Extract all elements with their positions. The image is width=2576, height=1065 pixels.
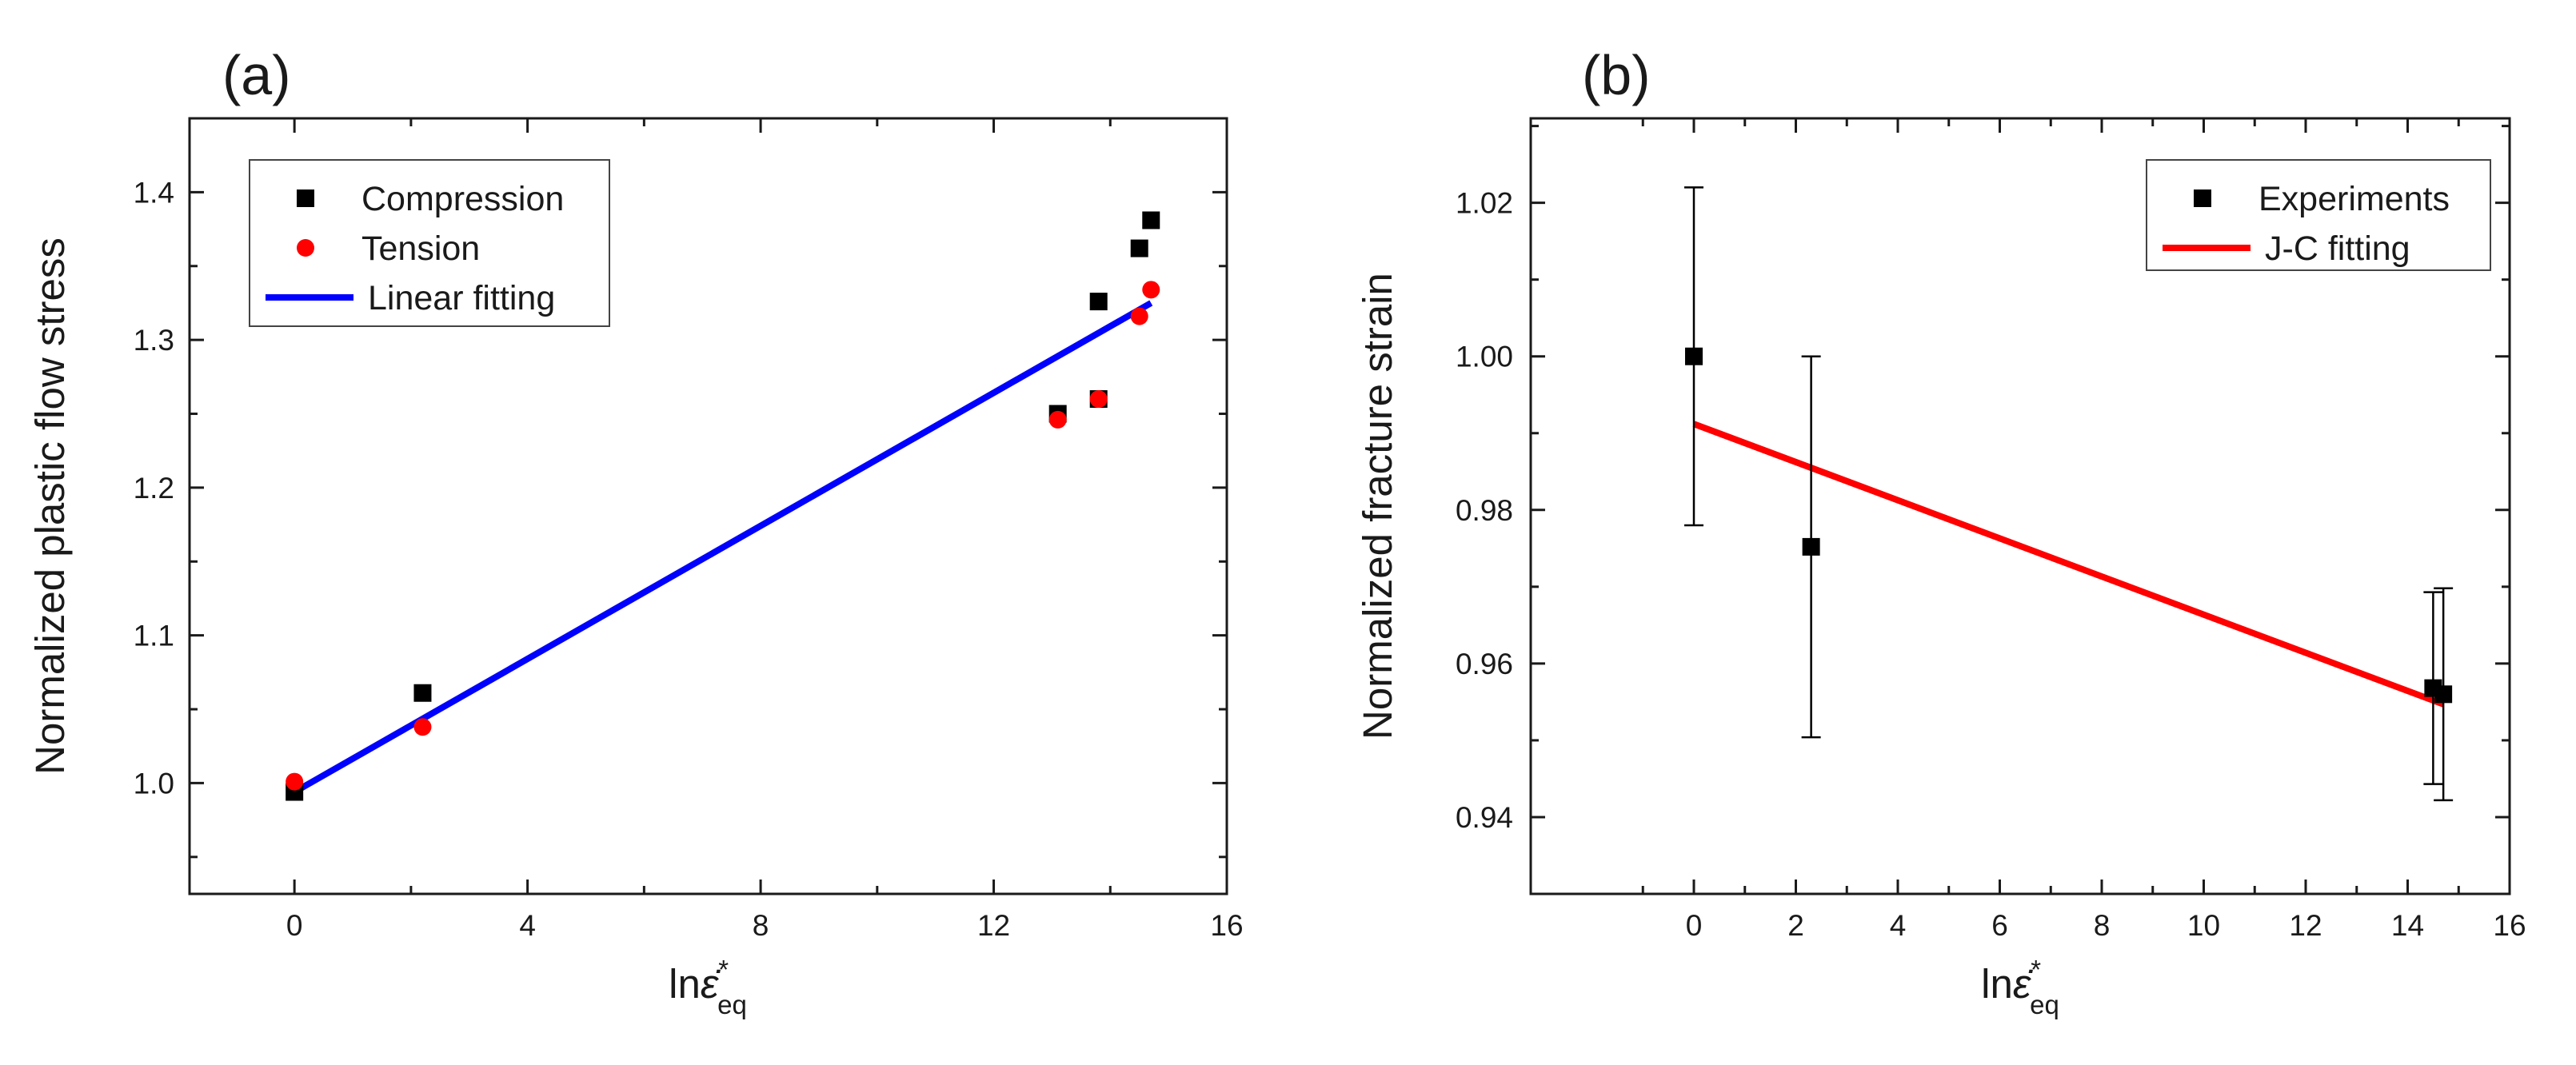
x-tick-label: 6 [1991, 909, 2008, 942]
y-tick-label: 1.02 [1456, 187, 1513, 220]
data-point-tension [1142, 281, 1160, 299]
x-axis-label-symbol: ε̇ [2013, 961, 2033, 1007]
legend-label-linear-fitting: Linear fitting [368, 279, 555, 317]
data-point-compression [1142, 211, 1160, 229]
y-tick-label: 0.96 [1456, 648, 1513, 680]
x-tick-label: 4 [519, 909, 536, 942]
data-point-experiments [1802, 537, 1820, 556]
x-axis-label-base: ln [669, 961, 701, 1007]
legend-label-experiments: Experiments [2258, 180, 2450, 218]
y-tick-label: 1.00 [1456, 341, 1513, 373]
x-tick-label: 0 [286, 909, 303, 942]
legend: Compression Tension Linear fitting [249, 159, 610, 327]
chart-panel-a: (a) 0 4 8 12 16 1.0 1.1 1.2 1.3 1.4 Normalized plas… [27, 44, 1244, 1019]
series-line-j-c-fitting [1692, 421, 2445, 708]
legend-marker-experiments [2194, 189, 2211, 207]
y-tick-label: 1.2 [134, 472, 174, 505]
plot-area [1684, 186, 2454, 802]
legend-marker-tension [297, 239, 314, 257]
x-tick-label: 12 [2289, 909, 2322, 942]
x-axis-label-base: ln [1981, 961, 2013, 1007]
x-axis-label-superscript: * [2031, 955, 2041, 984]
x-tick-label: 16 [2493, 909, 2526, 942]
y-axis-label: Normalized plastic flow stress [27, 237, 73, 775]
x-tick-label: 0 [1686, 909, 1703, 942]
y-tick-label: 1.3 [134, 324, 174, 357]
data-point-tension [413, 718, 432, 736]
legend-label-j-c-fitting: J-C fitting [2265, 229, 2410, 268]
data-point-tension [1089, 390, 1108, 409]
data-point-experiments [1685, 347, 1703, 365]
x-tick-label: 16 [1210, 909, 1243, 942]
x-tick-label: 10 [2187, 909, 2220, 942]
series-line-linear-fitting [293, 300, 1153, 795]
plot-area [286, 211, 1160, 801]
x-axis-label: lnε̇* eq [1981, 955, 2059, 1019]
legend-label-tension: Tension [361, 229, 480, 268]
data-point-tension [1048, 410, 1067, 429]
legend-marker-compression [297, 189, 314, 207]
panel-label: (a) [222, 44, 291, 106]
x-axis-label-subscript: eq [2030, 990, 2059, 1019]
plot-frame [188, 117, 1228, 895]
data-point-compression [413, 684, 432, 702]
chart-panel-b: (b) 0 2 4 6 8 10 12 14 16 0.94 0.96 0.98 1.00 1.02 Norm… [1355, 44, 2526, 1019]
data-point-experiments [2434, 685, 2453, 704]
x-tick-label: 12 [977, 909, 1010, 942]
y-tick-label: 0.98 [1456, 494, 1513, 527]
legend-label-compression: Compression [361, 180, 564, 218]
x-axis-label-subscript: eq [717, 990, 747, 1019]
data-point-compression [1089, 293, 1108, 311]
y-tick-label: 1.1 [134, 620, 174, 652]
y-tick-label: 1.4 [134, 176, 174, 209]
x-axis-label-symbol: ε̇ [701, 961, 721, 1007]
x-tick-label: 8 [753, 909, 769, 942]
y-axis-label: Normalized fracture strain [1355, 273, 1400, 740]
y-tick-label: 1.0 [134, 767, 174, 800]
x-tick-label: 4 [1890, 909, 1907, 942]
data-point-tension [286, 772, 304, 791]
panel-label: (b) [1582, 44, 1651, 106]
y-tick-label: 0.94 [1456, 801, 1513, 834]
x-tick-label: 8 [2094, 909, 2111, 942]
x-tick-label: 2 [1787, 909, 1804, 942]
x-axis-label-superscript: * [718, 955, 729, 984]
x-tick-label: 14 [2391, 909, 2424, 942]
x-axis-label: lnε̇* eq [669, 955, 747, 1019]
data-point-compression [1130, 239, 1148, 257]
data-point-tension [1130, 307, 1148, 325]
plot-frame [1529, 117, 2511, 895]
legend: Experiments J-C fitting [2146, 159, 2491, 271]
legend-box [2146, 159, 2491, 271]
